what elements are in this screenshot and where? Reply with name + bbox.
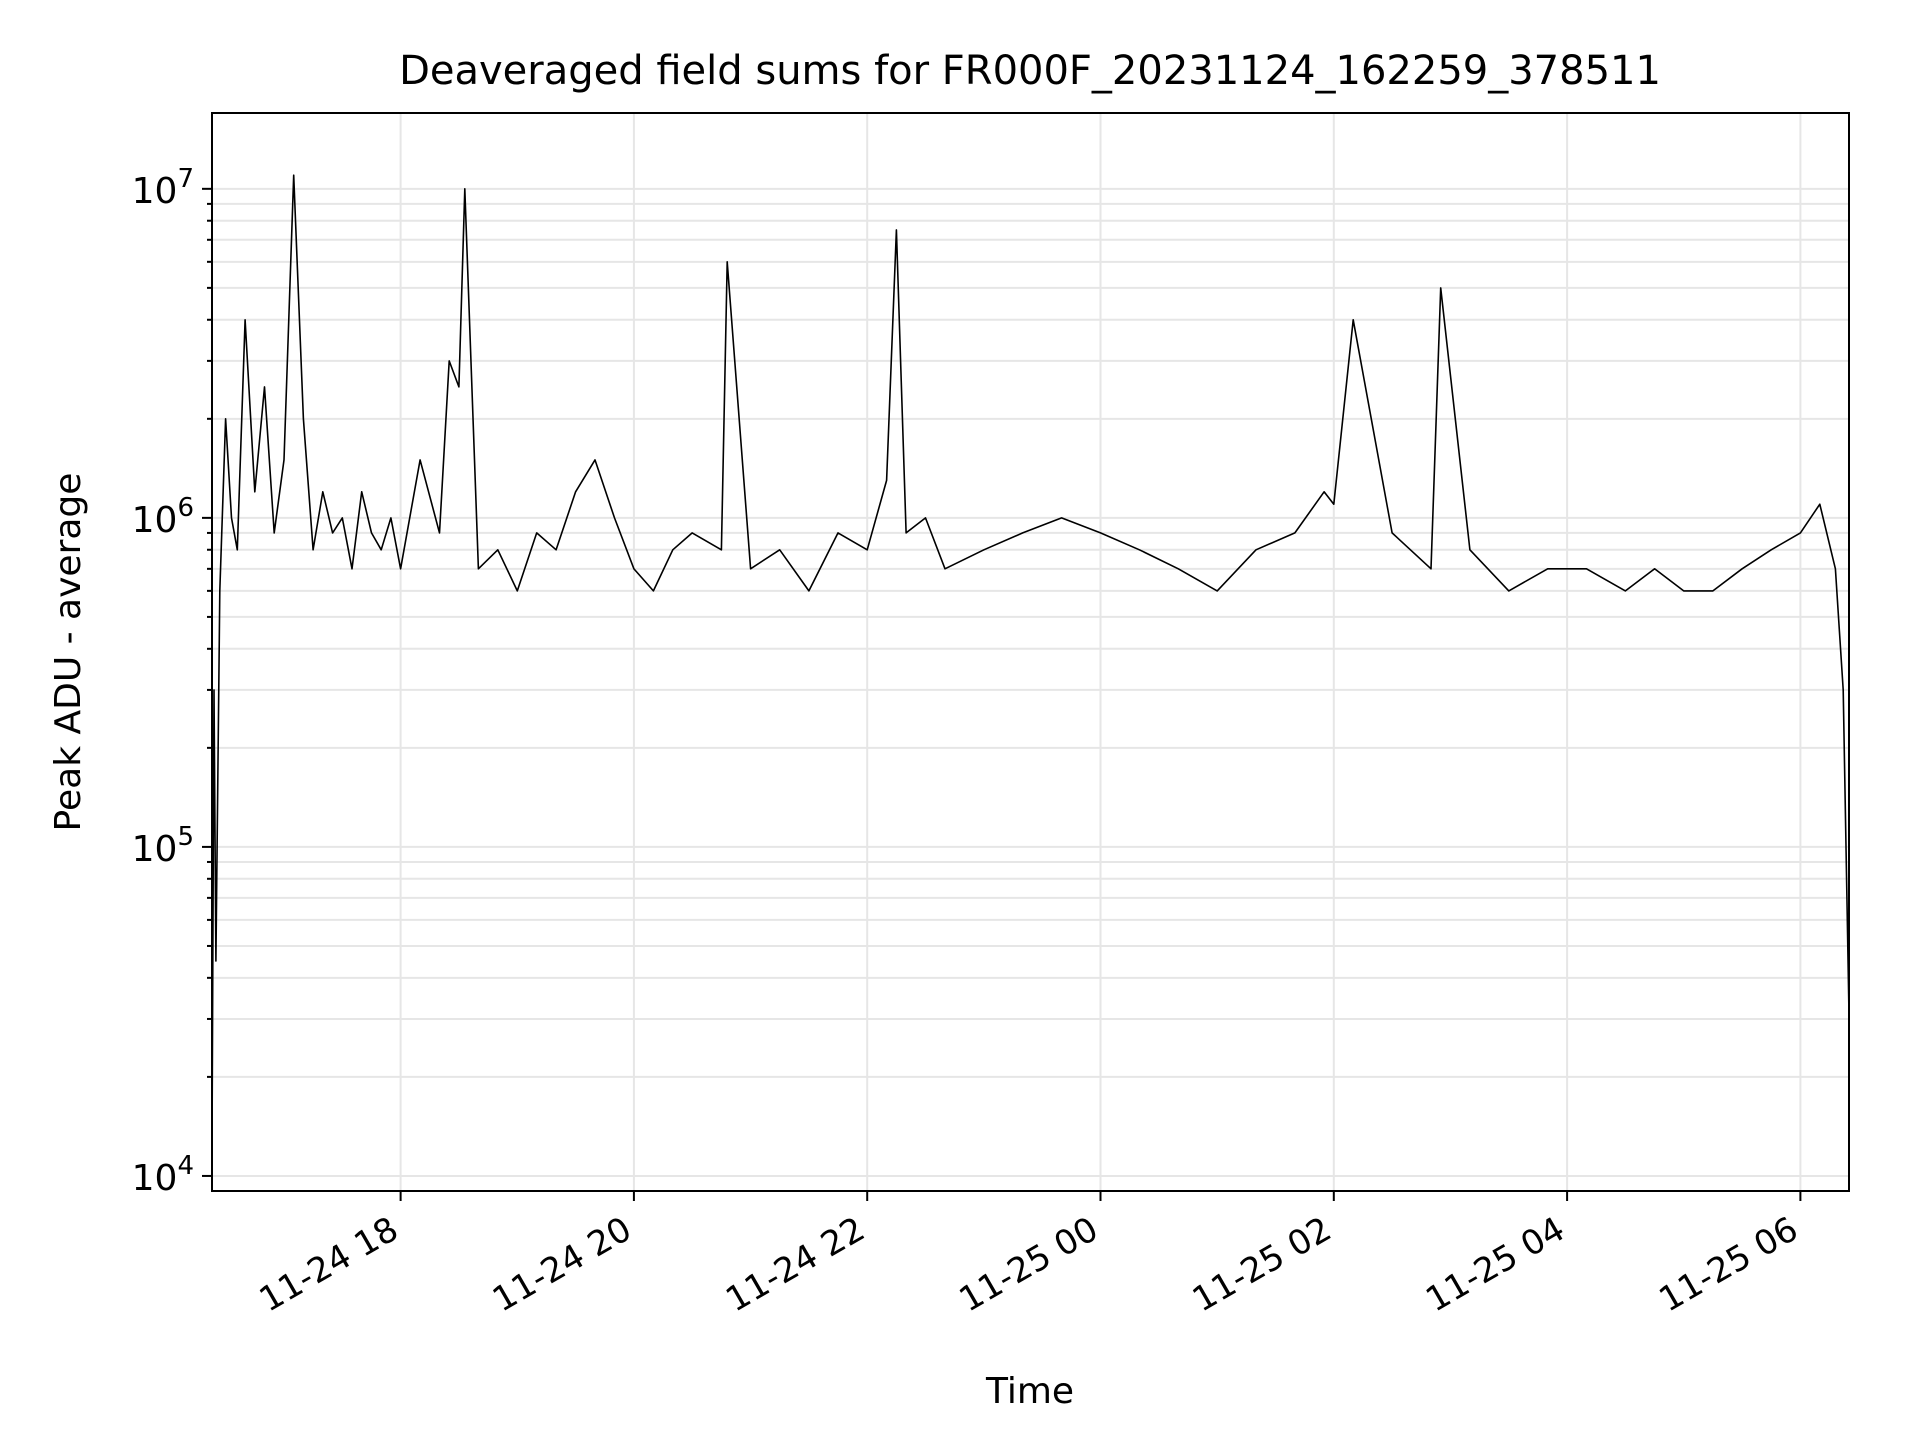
x-tick-label: 11-24 18: [253, 1209, 405, 1320]
series-line: [211, 174, 1850, 1150]
series-layer: [211, 174, 1850, 1150]
x-axis-label: Time: [985, 1371, 1074, 1412]
y-tick-label: 104: [132, 1151, 194, 1199]
chart-title: Deaveraged field sums for FR000F_2023112…: [399, 48, 1661, 94]
y-tick-label: 107: [132, 164, 194, 212]
y-tick-label: 106: [132, 493, 194, 541]
x-tick-label: 11-24 20: [486, 1209, 638, 1320]
x-tick-label: 11-25 00: [953, 1209, 1105, 1320]
x-tick-label: 11-25 06: [1653, 1209, 1805, 1320]
x-tick-label: 11-24 22: [719, 1209, 871, 1320]
plot-frame: [211, 112, 1850, 1192]
x-tick-label: 11-25 02: [1186, 1209, 1338, 1320]
ticks-layer: 11-24 18 11-24 20 11-24 22 11-25 00 11-25 02…: [132, 164, 1805, 1320]
grid-layer: [212, 113, 1849, 1191]
y-tick-label: 105: [132, 822, 194, 870]
x-tick-label: 11-25 04: [1419, 1209, 1571, 1320]
y-axis-label: Peak ADU - average: [48, 473, 89, 832]
